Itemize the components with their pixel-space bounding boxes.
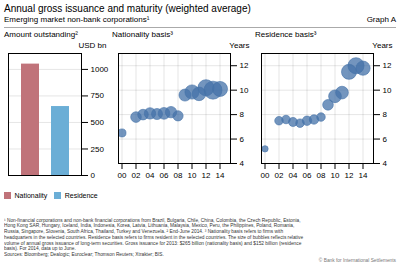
svg-text:4: 4 — [240, 159, 245, 168]
svg-text:00: 00 — [118, 171, 127, 179]
html-text:Sources: Bloomberg; Dealogic;: Sources: Bloomberg; Dealogic; Euroclear;… — [4, 252, 164, 258]
svg-text:12: 12 — [383, 61, 392, 70]
svg-text:04: 04 — [289, 171, 298, 179]
html-text:Residence: Residence — [64, 192, 98, 199]
svg-text:8: 8 — [383, 110, 388, 119]
svg-text:06: 06 — [160, 171, 169, 179]
html-text:Annual gross issuance and matu: Annual gross issuance and maturity (weig… — [4, 3, 251, 14]
html-text:Nationality: Nationality — [14, 192, 48, 199]
svg-text:10: 10 — [383, 86, 392, 95]
svg-text:6: 6 — [383, 135, 388, 144]
html-text:Nationality basis³: Nationality basis³ — [112, 30, 173, 39]
html-text:Russia, Singapore, Slovenia, S: Russia, Singapore, Slovenia, South Afric… — [4, 229, 284, 235]
svg-text:8: 8 — [240, 110, 245, 119]
svg-text:08: 08 — [174, 171, 183, 179]
svg-text:500: 500 — [91, 118, 105, 127]
svg-text:10: 10 — [240, 86, 249, 95]
html-text:Hong Kong SAR, Hungary, Icelan: Hong Kong SAR, Hungary, Iceland, India, … — [4, 223, 295, 229]
svg-text:00: 00 — [261, 171, 270, 179]
svg-text:04: 04 — [146, 171, 155, 179]
svg-text:06: 06 — [303, 171, 312, 179]
html-text:Emerging market non-bank corpo: Emerging market non-bank corporations¹ — [4, 15, 150, 24]
svg-text:4: 4 — [383, 159, 388, 168]
svg-text:1000: 1000 — [91, 65, 109, 74]
svg-text:Years: Years — [372, 41, 392, 50]
svg-text:12: 12 — [345, 171, 354, 179]
svg-text:250: 250 — [91, 145, 105, 154]
svg-text:14: 14 — [216, 171, 225, 179]
svg-text:750: 750 — [91, 91, 105, 100]
html-text:headquarters in the selected c: headquarters in the selected countries. … — [4, 234, 304, 240]
html-text:¹ Non-financial corporations a: ¹ Non-financial corporations and non-ban… — [4, 217, 301, 223]
html-text:volume of annual gross issuanc: volume of annual gross issuance of long-… — [4, 240, 302, 246]
html-text:© Bank for International Settl: © Bank for International Settlements — [318, 258, 396, 264]
svg-text:0: 0 — [91, 171, 96, 179]
html-text:Graph A: Graph A — [366, 15, 396, 24]
svg-text:12: 12 — [202, 171, 211, 179]
html-text:Amount outstanding²: Amount outstanding² — [4, 30, 78, 39]
svg-text:14: 14 — [359, 171, 368, 179]
svg-text:02: 02 — [132, 171, 141, 179]
svg-text:Years: Years — [229, 41, 249, 50]
svg-text:10: 10 — [188, 171, 197, 179]
svg-text:6: 6 — [240, 135, 245, 144]
svg-text:12: 12 — [240, 61, 249, 70]
svg-text:USD bn: USD bn — [78, 41, 106, 50]
svg-text:08: 08 — [317, 171, 326, 179]
html-text:Residence basis³: Residence basis³ — [255, 30, 317, 39]
svg-text:10: 10 — [331, 171, 340, 179]
svg-text:02: 02 — [275, 171, 284, 179]
html-text:basis). For 2014, data up to J: basis). For 2014, data up to June. — [4, 246, 76, 252]
